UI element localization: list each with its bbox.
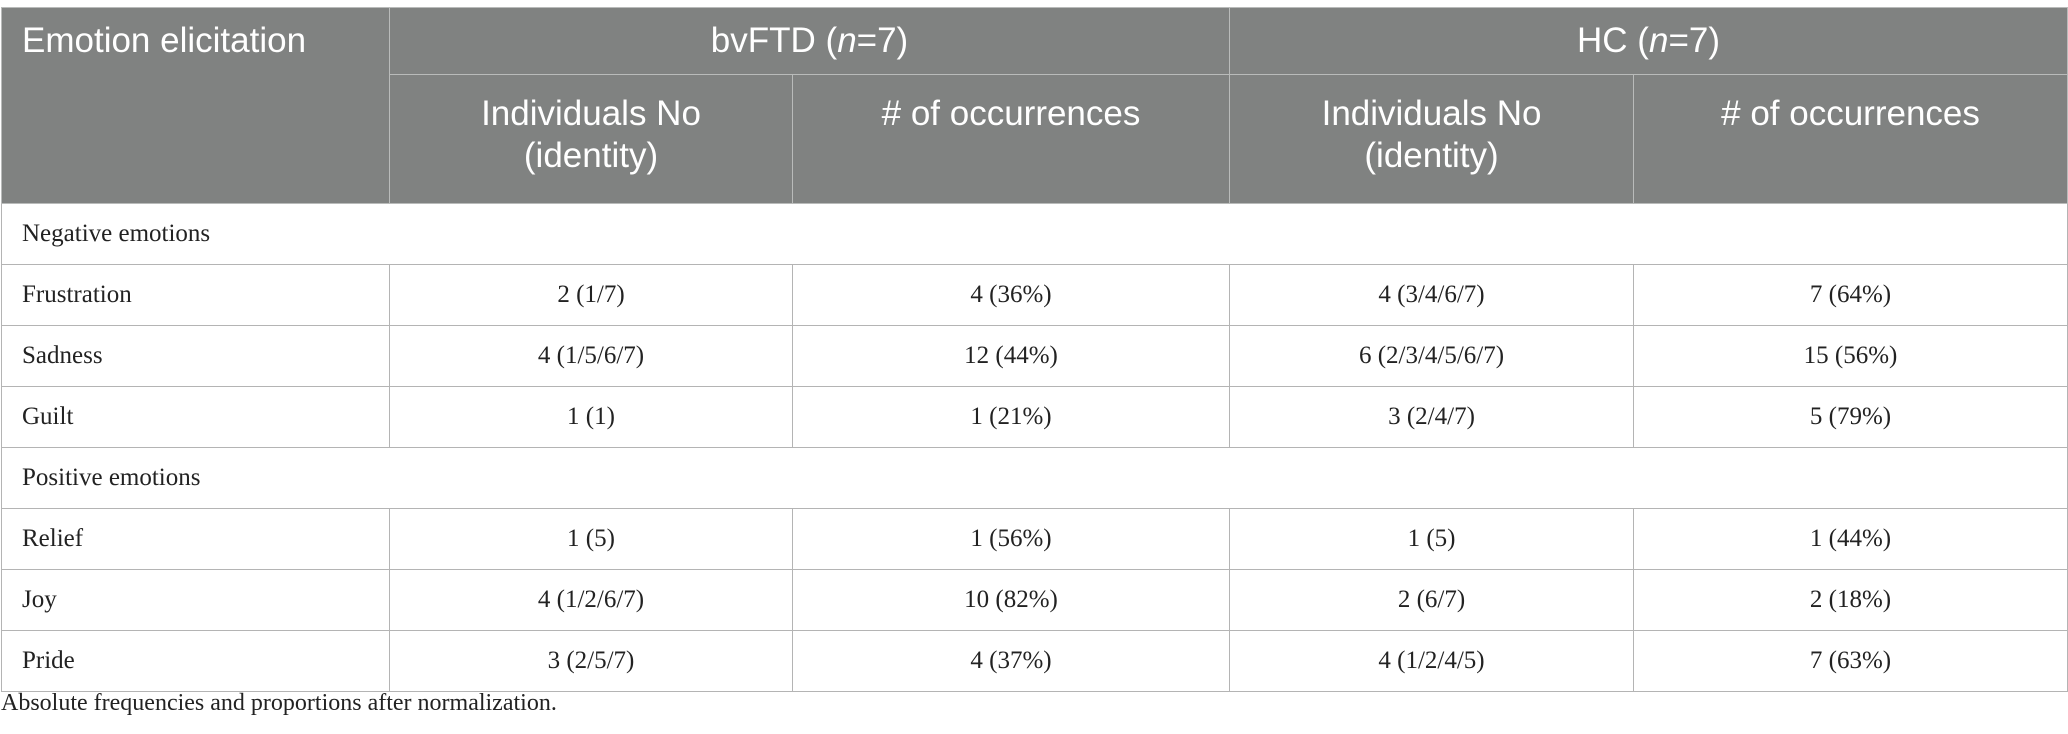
- bvftd-individuals-cell: 2 (1/7): [389, 264, 793, 326]
- hc-individuals-cell: 4 (1/2/4/5): [1229, 630, 1635, 692]
- hc-individuals-cell: 1 (5): [1229, 508, 1635, 570]
- table-header: Emotion elicitation bvFTD (n=7) HC (n=7)…: [1, 7, 2068, 204]
- hc-individuals-cell: 4 (3/4/6/7): [1229, 264, 1635, 326]
- bvftd-occurrences-cell: 4 (36%): [791, 264, 1231, 326]
- group-n-value: =7): [856, 21, 909, 60]
- group-n-symbol: n: [1648, 21, 1669, 60]
- emotion-label: Joy: [1, 569, 390, 631]
- hc-individuals-cell: 6 (2/3/4/5/6/7): [1229, 325, 1635, 387]
- subheader-line: Individuals No: [1321, 94, 1542, 133]
- header-bvftd-occurrences: # of occurrences: [791, 74, 1231, 204]
- group-n-symbol: n: [837, 21, 857, 60]
- header-bvftd-individuals: Individuals No (identity): [389, 74, 793, 204]
- section-title: Positive emotions: [0, 447, 2068, 509]
- table-row: Pride 3 (2/5/7) 4 (37%) 4 (1/2/4/5) 7 (6…: [1, 630, 2068, 692]
- emotion-label: Guilt: [1, 386, 390, 448]
- bvftd-individuals-cell: 1 (5): [389, 508, 793, 570]
- group-n-value: =7): [1668, 21, 1720, 60]
- bvftd-occurrences-cell: 4 (37%): [791, 630, 1231, 692]
- hc-individuals-cell: 3 (2/4/7): [1229, 386, 1635, 448]
- bvftd-individuals-cell: 4 (1/5/6/7): [389, 325, 793, 387]
- emotion-table-container: Emotion elicitation bvFTD (n=7) HC (n=7)…: [0, 7, 2068, 692]
- bvftd-occurrences-cell: 12 (44%): [791, 325, 1231, 387]
- header-hc-individuals: Individuals No (identity): [1229, 74, 1635, 204]
- subheader-line: (identity): [523, 136, 659, 175]
- hc-occurrences-cell: 7 (63%): [1633, 630, 2068, 692]
- table-body: Negative emotions Frustration 2 (1/7) 4 …: [0, 203, 2068, 692]
- hc-occurrences-cell: 1 (44%): [1633, 508, 2068, 570]
- emotion-label: Relief: [1, 508, 390, 570]
- hc-occurrences-cell: 7 (64%): [1633, 264, 2068, 326]
- emotion-label: Pride: [1, 630, 390, 692]
- subheader-line: (identity): [1364, 136, 1499, 175]
- bvftd-individuals-cell: 1 (1): [389, 386, 793, 448]
- bvftd-individuals-cell: 4 (1/2/6/7): [389, 569, 793, 631]
- table-row: Joy 4 (1/2/6/7) 10 (82%) 2 (6/7) 2 (18%): [1, 569, 2068, 631]
- emotion-elicitation-table: Emotion elicitation bvFTD (n=7) HC (n=7)…: [0, 7, 2068, 692]
- table-row: Guilt 1 (1) 1 (21%) 3 (2/4/7) 5 (79%): [1, 386, 2068, 448]
- table-footnote: Absolute frequencies and proportions aft…: [1, 690, 557, 716]
- group-name: HC (: [1577, 21, 1649, 60]
- emotion-label: Sadness: [1, 325, 390, 387]
- header-emotion-elicitation: Emotion elicitation: [1, 7, 390, 204]
- header-group-bvftd: bvFTD (n=7): [388, 7, 1231, 75]
- subheader-line: Individuals No: [481, 94, 701, 133]
- group-name: bvFTD (: [710, 21, 838, 60]
- table-row: Relief 1 (5) 1 (56%) 1 (5) 1 (44%): [1, 508, 2068, 570]
- header-hc-occurrences: # of occurrences: [1633, 74, 2068, 204]
- table-row: Frustration 2 (1/7) 4 (36%) 4 (3/4/6/7) …: [1, 264, 2068, 326]
- hc-occurrences-cell: 15 (56%): [1633, 325, 2068, 387]
- section-row-positive: Positive emotions: [0, 447, 2068, 509]
- bvftd-individuals-cell: 3 (2/5/7): [389, 630, 793, 692]
- table-row: Sadness 4 (1/5/6/7) 12 (44%) 6 (2/3/4/5/…: [1, 325, 2068, 387]
- header-group-hc: HC (n=7): [1229, 7, 2068, 75]
- section-title: Negative emotions: [0, 203, 2068, 265]
- emotion-label: Frustration: [1, 264, 390, 326]
- hc-occurrences-cell: 5 (79%): [1633, 386, 2068, 448]
- hc-occurrences-cell: 2 (18%): [1633, 569, 2068, 631]
- bvftd-occurrences-cell: 1 (56%): [791, 508, 1231, 570]
- hc-individuals-cell: 2 (6/7): [1229, 569, 1635, 631]
- bvftd-occurrences-cell: 1 (21%): [791, 386, 1231, 448]
- bvftd-occurrences-cell: 10 (82%): [791, 569, 1231, 631]
- section-row-negative: Negative emotions: [0, 203, 2068, 265]
